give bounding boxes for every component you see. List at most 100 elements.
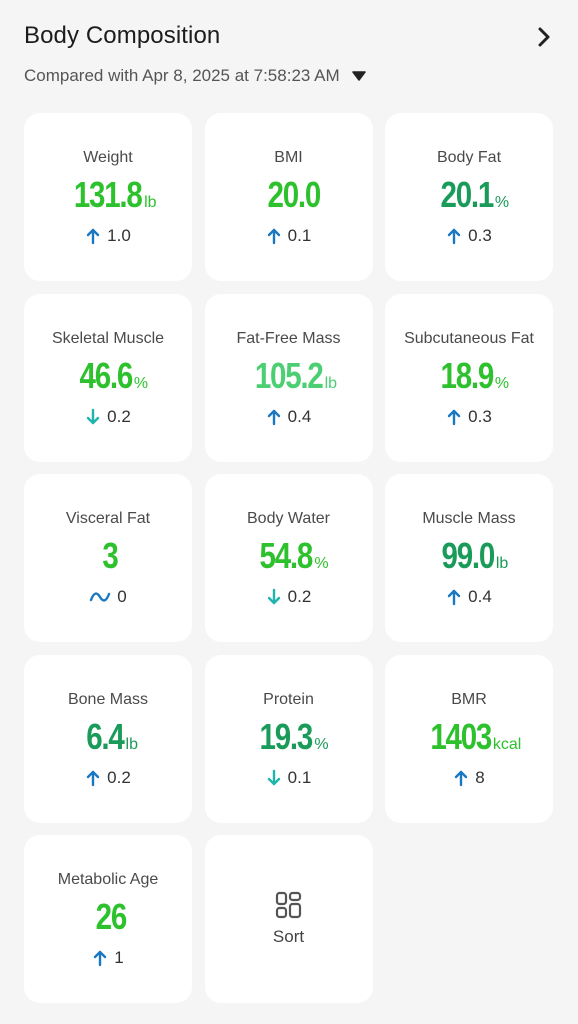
metric-delta: 1 [92, 948, 124, 968]
metric-delta-value: 0.1 [287, 226, 312, 245]
metric-delta-value: 0 [117, 587, 127, 606]
metric-label: Bone Mass [67, 690, 149, 708]
arrow-up-icon [267, 409, 280, 425]
sort-button[interactable]: Sort [204, 835, 373, 1003]
wave-icon [90, 592, 111, 602]
metric-unit: % [494, 194, 510, 211]
metric-delta-value: 8 [475, 767, 485, 787]
metric-value-row: 18.9% [429, 354, 510, 396]
metric-unit: % [133, 374, 149, 392]
arrow-up-icon [86, 228, 100, 245]
metric-delta-value: 0.2 [287, 587, 312, 606]
metric-value-row: 3 [99, 535, 118, 576]
metric-delta: 8 [453, 767, 485, 788]
page-title: Body Composition [24, 22, 221, 49]
metric-delta-value: 0.4 [468, 587, 492, 606]
metric-label: Muscle Mass [422, 510, 516, 527]
compare-dropdown[interactable]: Compared with Apr 8, 2025 at 7:58:23 AM [24, 66, 366, 86]
metric-delta: 1.0 [85, 226, 131, 246]
arrow-up-icon [447, 228, 461, 245]
chevron-right-icon[interactable] [534, 26, 554, 48]
metric-value: 26 [96, 896, 128, 937]
metric-delta: 0.3 [446, 407, 492, 427]
metric-delta: 0.3 [446, 226, 492, 246]
metric-value-row: 54.8% [248, 535, 329, 576]
metric-unit: lb [324, 374, 338, 392]
header: Body Composition Compared with Apr 8, 20… [0, 0, 578, 105]
caret-down-icon [351, 71, 366, 81]
metric-value-row: 19.3% [248, 715, 329, 757]
metric-value-row: 99.0 lb [430, 535, 508, 576]
metric-unit: % [494, 374, 510, 392]
metric-value: 99.0 [441, 535, 495, 576]
metric-delta: 0.2 [85, 768, 131, 788]
metric-value-row: 105.2 lb [240, 354, 338, 396]
metric-card-skeletal-muscle[interactable]: Skeletal Muscle 46.6% 0.2 [24, 293, 192, 462]
arrow-up-icon [455, 770, 468, 786]
metric-label: BMR [451, 690, 487, 708]
arrow-down-icon [267, 588, 280, 605]
metric-label: Fat-Free Mass [236, 329, 341, 347]
arrow-up-icon [447, 589, 461, 606]
metric-label: Skeletal Muscle [51, 329, 165, 347]
metric-delta: 0.2 [85, 407, 131, 427]
metric-unit: % [314, 555, 329, 572]
metric-value: 6.4 [86, 715, 125, 757]
metric-unit: % [314, 735, 329, 753]
metric-card-body-water[interactable]: Body Water 54.8% 0.2 [204, 474, 373, 642]
arrow-down-icon [86, 408, 100, 424]
metric-delta: 0 [89, 587, 127, 607]
metric-label: Visceral Fat [65, 510, 151, 527]
metric-card-bmi[interactable]: BMI 20.0 0.1 [204, 113, 373, 281]
metric-delta: 0.4 [266, 406, 312, 427]
metric-label: Metabolic Age [57, 871, 159, 888]
metric-delta-value: 1 [114, 948, 124, 967]
metric-label: Body Water [247, 510, 330, 527]
metric-value: 105.2 [254, 354, 324, 396]
metric-card-visceral-fat[interactable]: Visceral Fat 3 0 [24, 474, 192, 642]
metric-value: 19.3 [259, 715, 314, 757]
metric-value: 20.0 [267, 174, 322, 215]
metric-label: BMI [274, 149, 303, 166]
metric-delta-value: 1.0 [107, 226, 131, 245]
metric-value-row: 131.8 lb [59, 174, 157, 215]
metric-card-subcutaneous-fat[interactable]: Subcutaneous Fat 18.9% 0.3 [385, 293, 553, 462]
arrow-up-icon [86, 770, 100, 786]
metric-value: 46.6 [79, 354, 133, 396]
metric-value-row: 20.0 [256, 174, 322, 215]
metric-card-metabolic-age[interactable]: Metabolic Age 26 1 [24, 835, 192, 1003]
arrow-up-icon [94, 950, 107, 967]
metric-delta-value: 0.3 [468, 406, 492, 426]
metric-delta-value: 0.4 [287, 406, 312, 426]
metric-unit: kcal [492, 735, 522, 753]
metric-card-body-fat[interactable]: Body Fat 20.1% 0.3 [385, 113, 553, 281]
metric-label: Body Fat [436, 149, 502, 166]
metric-delta: 0.2 [266, 587, 312, 607]
metric-value: 131.8 [74, 174, 143, 215]
metric-delta-value: 0.3 [468, 226, 492, 245]
metric-delta-value: 0.1 [287, 767, 312, 787]
metric-value: 3 [102, 535, 118, 576]
metric-card-weight[interactable]: Weight 131.8 lb 1.0 [24, 113, 192, 281]
metrics-grid: Weight 131.8 lb 1.0 BMI 20.0 0.1 Body Fat 20.1… [24, 113, 553, 1003]
metric-card-bmr[interactable]: BMR 1403 kcal 8 [385, 654, 553, 823]
metric-value: 1403 [430, 715, 492, 757]
metric-card-muscle-mass[interactable]: Muscle Mass 99.0 lb 0.4 [385, 474, 553, 642]
metric-value: 54.8 [259, 535, 314, 576]
metric-delta: 0.4 [446, 587, 492, 607]
metric-card-fat-free-mass[interactable]: Fat-Free Mass 105.2 lb 0.4 [204, 293, 373, 462]
metric-card-protein[interactable]: Protein 19.3% 0.1 [204, 654, 373, 823]
metric-value-row: 46.6% [68, 354, 149, 396]
metric-delta: 0.1 [266, 767, 312, 788]
metric-delta-value: 0.2 [107, 406, 131, 426]
metric-value-row: 6.4 lb [78, 715, 138, 757]
arrow-down-icon [267, 769, 280, 785]
metric-card-bone-mass[interactable]: Bone Mass 6.4 lb 0.2 [24, 654, 192, 823]
arrow-up-icon [447, 409, 461, 425]
metric-unit: lb [144, 194, 157, 211]
metric-value-row: 26 [89, 896, 128, 937]
metric-value: 18.9 [440, 354, 494, 396]
metric-value-row: 20.1% [429, 174, 510, 215]
metric-label: Weight [83, 149, 133, 166]
metric-value-row: 1403 kcal [417, 715, 522, 757]
